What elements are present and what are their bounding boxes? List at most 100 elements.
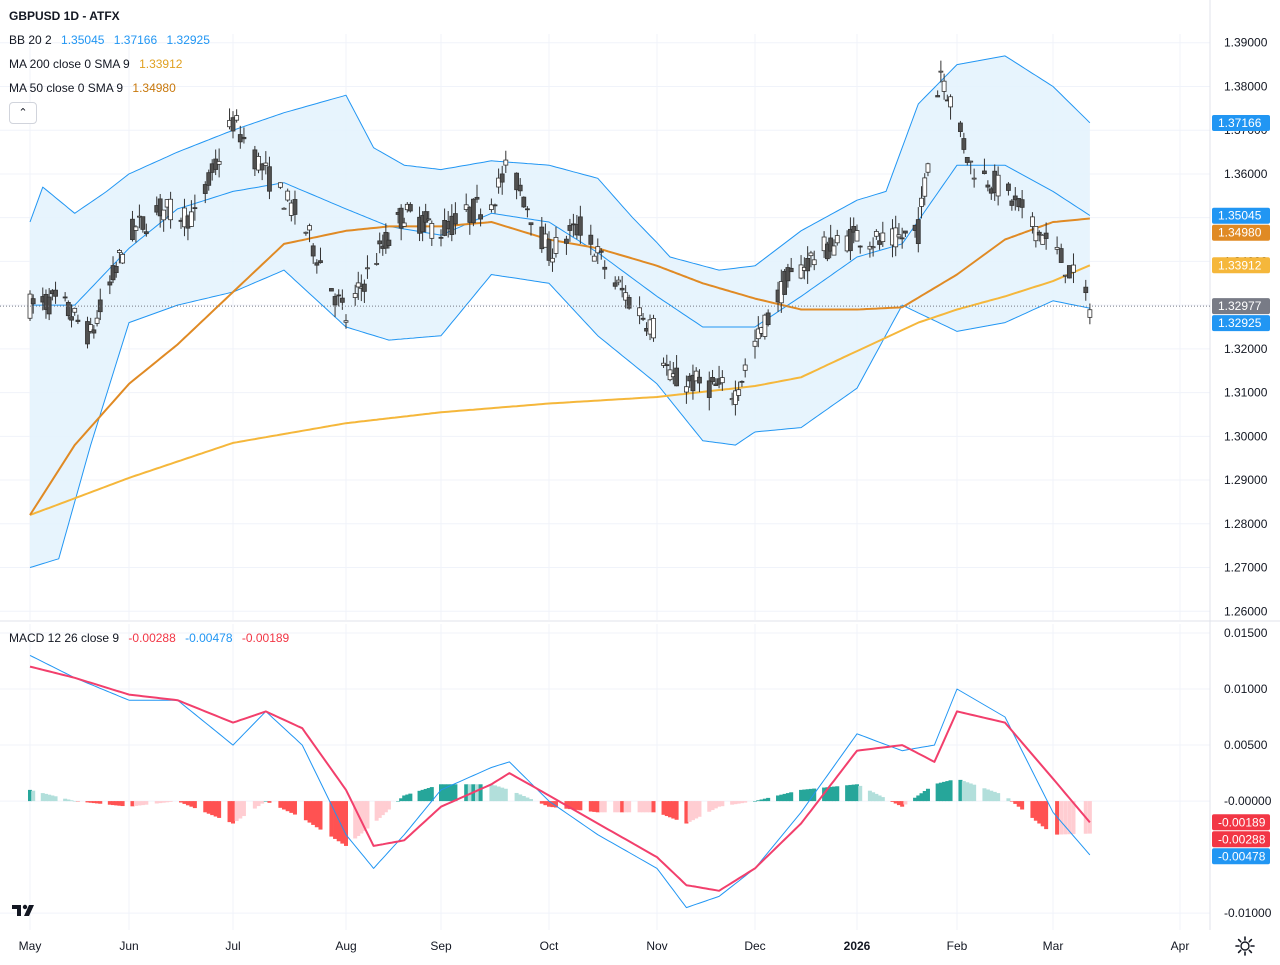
candle-body [98, 300, 102, 312]
candle-body [365, 268, 369, 269]
candle-body [599, 251, 603, 252]
macd-hist-bar [812, 789, 816, 802]
candle-body [617, 280, 621, 282]
macd-hist-bar [620, 801, 624, 812]
macd-hist-bar [450, 784, 454, 801]
candle-body [453, 214, 457, 224]
candle-body [707, 381, 711, 398]
macd-hist-bar [70, 800, 74, 801]
candle-body [315, 263, 319, 265]
legend-ma200[interactable]: MA 200 close 0 SMA 9 1.33912 [9, 57, 188, 71]
macd-hist-bar [1055, 801, 1059, 835]
legend-ma50[interactable]: MA 50 close 0 SMA 9 1.34980 [9, 81, 182, 95]
legend-macd[interactable]: MACD 12 26 close 9 -0.00288 -0.00478 -0.… [9, 631, 295, 645]
candle-body [962, 139, 966, 150]
candle-body [743, 365, 747, 370]
macd-hist-bar [260, 801, 264, 803]
macd-hist-bar [525, 798, 529, 802]
macd-hist-bar [515, 793, 519, 801]
candle-body [809, 253, 813, 256]
candle-body [564, 239, 568, 243]
macd-line [30, 655, 1090, 907]
candle-body [264, 163, 268, 165]
candle-body [278, 183, 282, 188]
candle-body [73, 308, 77, 312]
candle [522, 196, 526, 208]
candle-body [408, 204, 412, 210]
candle-body [329, 288, 333, 291]
candle-body [1059, 249, 1063, 263]
candle-body [114, 266, 118, 272]
candle [329, 288, 333, 291]
candle-body [500, 174, 504, 182]
macd-hist-bar [189, 801, 193, 807]
candle-body [638, 308, 642, 316]
candle-body [620, 288, 624, 290]
collapse-legend-button[interactable]: ⌃ [9, 102, 37, 124]
macd-hist-bar [504, 789, 508, 801]
candle-body [1030, 217, 1034, 227]
x-tick-label: Aug [335, 939, 356, 953]
candle-body [1044, 233, 1048, 238]
tradingview-logo-icon[interactable] [10, 899, 40, 921]
gear-icon[interactable] [1234, 935, 1256, 957]
candle-body [518, 185, 522, 191]
candle-body [835, 236, 839, 243]
candle-body [522, 197, 526, 207]
candle-body [920, 198, 924, 206]
candle-body [375, 263, 379, 264]
candle-body [402, 223, 406, 226]
candle-body [169, 199, 173, 219]
candle-body [652, 318, 656, 337]
candle-body [95, 318, 99, 323]
macd-tag-text: -0.00288 [1218, 832, 1266, 846]
candle-body [969, 161, 973, 162]
macd-hist-bar [365, 801, 369, 828]
macd-hist-bar [141, 801, 145, 805]
macd-hist-bar [529, 799, 533, 801]
candle-body [858, 246, 862, 247]
candle-body [70, 317, 74, 321]
candle-body [207, 173, 211, 186]
candle-body [217, 161, 221, 164]
macd-hist-bar [578, 801, 582, 810]
macd-hist-bar [982, 788, 986, 801]
candle-body [242, 137, 246, 138]
macd-hist-bar [439, 784, 443, 801]
candle-body [108, 282, 112, 285]
candle-body [592, 256, 596, 261]
candle-body [740, 381, 744, 382]
macd-hist-bar [231, 801, 235, 823]
macd-hist-bar [311, 801, 315, 825]
macd-hist-bar [207, 801, 211, 814]
candle-body [684, 387, 688, 392]
candle-body [203, 184, 207, 193]
macd-hist-bar [613, 801, 617, 812]
macd-hist-bar [1030, 801, 1034, 818]
macd-hist-bar [596, 801, 600, 812]
candle-body [141, 217, 145, 230]
candle-body [554, 237, 558, 253]
candle-body [387, 240, 391, 245]
macd-hist-bar [599, 801, 603, 812]
candle-body [923, 178, 927, 196]
price-tag: 1.32925 [1212, 315, 1270, 331]
candle-body [578, 217, 582, 235]
candle-body [144, 232, 148, 234]
candle-body [550, 258, 554, 262]
candle-body [832, 246, 836, 255]
candle-body [529, 223, 533, 225]
candle-body [66, 302, 70, 315]
legend-bb[interactable]: BB 20 2 1.35045 1.37166 1.32925 [9, 33, 216, 47]
candle-body [504, 160, 508, 165]
price-tag: 1.35045 [1212, 208, 1270, 224]
macd-hist-bar [965, 782, 969, 801]
y-tick-label: 1.36000 [1224, 167, 1268, 181]
candle-body [894, 228, 898, 247]
macd-hist-bar [958, 780, 962, 801]
bb-fill [30, 56, 1090, 568]
macd-hist-bar [337, 801, 341, 841]
macd-hist-bar [675, 801, 679, 820]
